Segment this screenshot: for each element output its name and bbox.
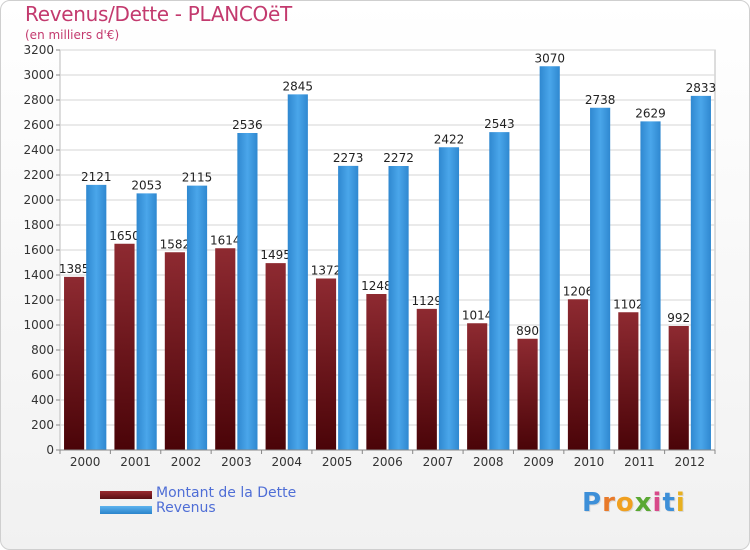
y-tick-label: 2400 <box>23 143 54 157</box>
data-label-revenus: 2121 <box>81 170 112 184</box>
data-label-dette: 1372 <box>311 264 342 278</box>
data-label-dette: 890 <box>516 324 539 338</box>
logo-letter: o <box>615 488 635 518</box>
data-label-revenus: 2845 <box>283 79 314 93</box>
data-label-dette: 1385 <box>59 262 90 276</box>
data-label-revenus: 2629 <box>635 106 666 120</box>
bar-revenus <box>640 121 661 450</box>
y-tick-label: 0 <box>46 443 54 457</box>
bar-revenus <box>136 193 157 450</box>
bar-revenus <box>287 94 308 450</box>
x-tick-label: 2001 <box>120 455 151 469</box>
bar-dette <box>215 248 236 450</box>
logo-letter: x <box>634 488 653 518</box>
bar-dette <box>315 278 337 450</box>
logo-letter: i <box>652 488 663 518</box>
bar-revenus <box>489 132 510 450</box>
legend-swatch-dette <box>100 491 152 499</box>
bar-dette <box>64 276 85 450</box>
data-label-revenus: 2272 <box>383 151 414 165</box>
chart-title: Revenus/Dette - PLANCOëT <box>25 2 292 26</box>
y-tick-label: 2200 <box>23 168 54 182</box>
bar-revenus <box>690 95 711 450</box>
chart-subtitle: (en milliers d'€) <box>25 28 120 42</box>
y-tick-label: 600 <box>31 368 54 382</box>
data-label-revenus: 2536 <box>232 118 263 132</box>
logo-letter: r <box>602 488 616 518</box>
y-tick-label: 1400 <box>23 268 54 282</box>
x-tick-label: 2006 <box>372 455 403 469</box>
bar-dette <box>517 338 538 450</box>
x-tick-label: 2002 <box>171 455 202 469</box>
x-tick-label: 2011 <box>624 455 655 469</box>
x-tick-label: 2004 <box>271 455 302 469</box>
data-label-dette: 1102 <box>613 297 644 311</box>
bar-dette <box>366 294 387 450</box>
data-label-revenus: 2738 <box>585 93 616 107</box>
bar-dette <box>618 312 639 450</box>
y-tick-label: 400 <box>31 393 54 407</box>
data-label-revenus: 2422 <box>434 132 465 146</box>
legend-swatch-revenus <box>100 506 152 514</box>
data-label-revenus: 3070 <box>534 51 565 65</box>
data-label-dette: 992 <box>667 311 690 325</box>
data-label-revenus: 2053 <box>131 178 162 192</box>
x-tick-label: 2005 <box>322 455 353 469</box>
bar-revenus <box>338 165 359 450</box>
x-tick-label: 2000 <box>70 455 101 469</box>
bar-dette <box>416 308 437 450</box>
legend-label-dette: Montant de la Dette <box>156 485 297 501</box>
x-tick-label: 2008 <box>473 455 504 469</box>
data-label-revenus: 2833 <box>686 81 717 95</box>
data-label-dette: 1582 <box>160 237 191 251</box>
y-tick-label: 1800 <box>23 218 54 232</box>
data-label-revenus: 2543 <box>484 117 515 131</box>
y-tick-label: 2000 <box>23 193 54 207</box>
data-label-dette: 1614 <box>210 233 241 247</box>
y-tick-label: 2800 <box>23 93 54 107</box>
bar-dette <box>265 263 286 450</box>
y-tick-label: 2600 <box>23 118 54 132</box>
data-label-revenus: 2115 <box>182 171 213 185</box>
bar-revenus <box>237 133 258 450</box>
bar-revenus <box>186 185 208 450</box>
y-tick-label: 1200 <box>23 293 54 307</box>
logo-letter: P <box>582 488 603 518</box>
data-label-dette: 1014 <box>462 308 493 322</box>
logo-letter: t <box>662 488 676 518</box>
x-tick-label: 2010 <box>574 455 605 469</box>
bar-revenus <box>388 166 409 450</box>
data-label-dette: 1495 <box>260 248 291 262</box>
x-tick-label: 2003 <box>221 455 252 469</box>
legend-label-revenus: Revenus <box>156 500 216 516</box>
bar-dette <box>114 243 135 450</box>
y-tick-label: 1600 <box>23 243 54 257</box>
x-tick-label: 2009 <box>523 455 554 469</box>
logo-letter: i <box>675 488 686 518</box>
bar-dette <box>668 326 689 450</box>
data-label-dette: 1206 <box>563 284 594 298</box>
bar-dette <box>164 252 185 450</box>
y-tick-label: 1000 <box>23 318 54 332</box>
bar-revenus <box>438 147 460 450</box>
bar-revenus <box>539 66 560 450</box>
data-label-dette: 1650 <box>109 229 140 243</box>
y-tick-label: 3000 <box>23 68 54 82</box>
y-tick-label: 800 <box>31 343 54 357</box>
data-label-dette: 1248 <box>361 279 392 293</box>
data-label-dette: 1129 <box>412 294 443 308</box>
bar-dette <box>567 299 589 450</box>
data-label-revenus: 2273 <box>333 151 364 165</box>
bar-revenus <box>86 184 107 450</box>
proxiti-logo: Proxiti <box>582 488 686 518</box>
y-tick-label: 200 <box>31 418 54 432</box>
x-tick-label: 2012 <box>675 455 706 469</box>
y-tick-label: 3200 <box>23 43 54 57</box>
bar-revenus <box>590 107 611 450</box>
bar-dette <box>467 323 488 450</box>
x-tick-label: 2007 <box>423 455 454 469</box>
